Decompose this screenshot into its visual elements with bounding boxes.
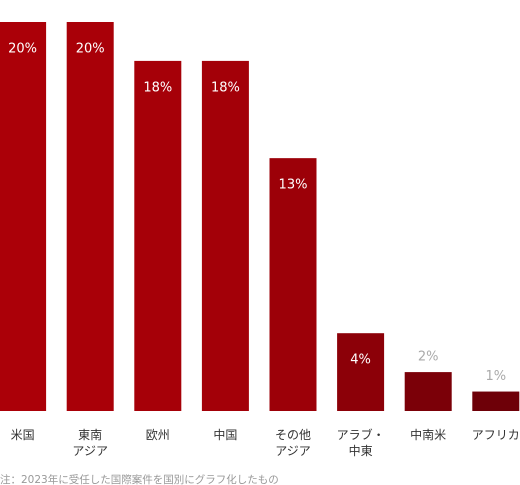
x-tick-label: アラブ・ 中東: [336, 428, 385, 458]
bar: [0, 22, 47, 411]
bar: [201, 60, 249, 412]
x-tick-label: アフリカ: [471, 428, 520, 442]
bar: [472, 391, 520, 411]
x-tick-label: 欧州: [145, 428, 170, 442]
value-label: 1%: [485, 369, 506, 384]
value-label: 20%: [8, 42, 37, 57]
bar: [134, 60, 182, 412]
value-label: 4%: [350, 353, 371, 368]
value-label: 18%: [143, 80, 172, 95]
bar: [66, 22, 114, 411]
chart-note: 注：2023年に受任した国際案件を国別にグラフ化したもの: [0, 474, 279, 485]
value-label: 13%: [279, 178, 308, 193]
bar: [269, 158, 317, 411]
bar: [337, 333, 385, 411]
x-tick-label: 東南 アジア: [72, 428, 108, 458]
x-tick-label: その他 アジア: [274, 428, 311, 458]
value-label: 20%: [76, 42, 105, 57]
bar: [404, 372, 452, 411]
value-label: 2%: [418, 350, 439, 365]
value-label: 18%: [211, 80, 240, 95]
x-tick-label: 中南米: [410, 428, 447, 442]
x-tick-label: 中国: [213, 428, 238, 442]
x-tick-label: 米国: [10, 428, 35, 442]
